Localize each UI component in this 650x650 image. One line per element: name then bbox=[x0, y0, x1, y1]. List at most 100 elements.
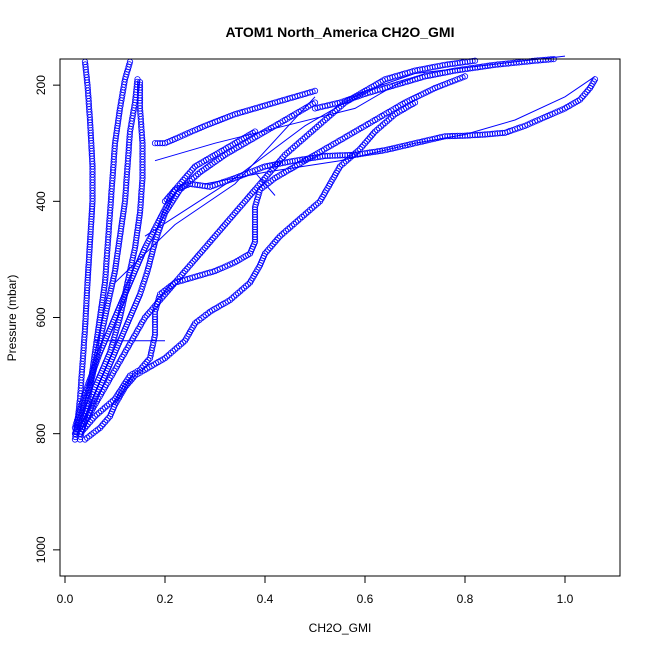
data-point bbox=[263, 173, 270, 180]
data-point bbox=[325, 113, 333, 120]
data-point bbox=[81, 424, 89, 431]
data-point bbox=[301, 134, 309, 141]
data-point bbox=[196, 250, 204, 257]
data-point bbox=[81, 436, 89, 443]
data-point bbox=[379, 121, 387, 128]
data-point bbox=[270, 240, 277, 247]
data-point bbox=[90, 415, 97, 422]
data-point bbox=[167, 349, 175, 356]
data-point bbox=[269, 176, 276, 183]
data-point bbox=[230, 211, 237, 218]
data-point bbox=[200, 246, 207, 253]
data-point bbox=[305, 130, 313, 137]
data-point bbox=[193, 254, 200, 261]
data-point bbox=[261, 250, 269, 257]
data-point bbox=[225, 217, 232, 224]
data-point bbox=[166, 192, 174, 199]
data-point bbox=[361, 140, 369, 147]
data-point bbox=[186, 262, 194, 269]
data-point bbox=[288, 222, 296, 229]
y-tick-label: 200 bbox=[34, 75, 48, 95]
data-point bbox=[289, 144, 297, 151]
data-point bbox=[265, 246, 272, 253]
x-tick-label: 1.0 bbox=[557, 592, 574, 606]
data-point bbox=[200, 313, 207, 320]
data-point bbox=[163, 353, 171, 360]
data-point bbox=[342, 158, 350, 165]
x-tick-label: 0.4 bbox=[257, 592, 274, 606]
data-point bbox=[581, 90, 589, 98]
data-point bbox=[365, 136, 372, 143]
data-point bbox=[358, 144, 365, 151]
data-point bbox=[175, 182, 182, 189]
plot-frame bbox=[59, 58, 621, 577]
data-point bbox=[313, 123, 321, 131]
data-point bbox=[165, 284, 172, 291]
data-point bbox=[256, 186, 264, 193]
data-point bbox=[298, 213, 306, 221]
data-point bbox=[363, 138, 370, 145]
data-point bbox=[321, 116, 329, 124]
data-point bbox=[250, 188, 257, 195]
data-point bbox=[133, 234, 140, 241]
data-point bbox=[100, 420, 107, 428]
data-point bbox=[136, 81, 144, 88]
x-tick-label: 0.0 bbox=[57, 592, 74, 606]
data-point bbox=[161, 355, 169, 362]
data-point bbox=[115, 243, 122, 250]
data-point bbox=[112, 262, 119, 270]
data-point bbox=[161, 287, 168, 294]
data-point bbox=[216, 227, 224, 234]
data-point bbox=[273, 236, 280, 244]
data-point bbox=[265, 171, 272, 178]
data-point bbox=[177, 341, 185, 348]
data-point bbox=[241, 198, 249, 205]
data-point bbox=[223, 219, 230, 226]
x-tick-label: 0.8 bbox=[457, 592, 474, 606]
data-point bbox=[226, 215, 234, 222]
data-point bbox=[340, 159, 348, 167]
data-point bbox=[215, 229, 222, 236]
data-point bbox=[309, 127, 317, 134]
data-point bbox=[296, 215, 304, 222]
data-point bbox=[218, 225, 225, 232]
data-point bbox=[126, 61, 133, 68]
data-point bbox=[101, 404, 109, 411]
data-point bbox=[323, 115, 331, 122]
data-point bbox=[205, 240, 212, 247]
data-point bbox=[203, 242, 210, 249]
data-point bbox=[246, 192, 254, 199]
data-point bbox=[98, 422, 105, 429]
data-point bbox=[88, 416, 95, 424]
data-point bbox=[103, 416, 110, 424]
series-connector-line bbox=[114, 96, 316, 283]
data-point bbox=[302, 210, 310, 217]
data-point bbox=[244, 281, 252, 288]
data-point bbox=[175, 342, 183, 350]
data-point bbox=[80, 426, 87, 433]
data-point bbox=[111, 140, 119, 147]
data-point bbox=[245, 194, 252, 201]
data-point bbox=[143, 358, 150, 366]
data-point bbox=[180, 269, 187, 277]
data-point bbox=[190, 258, 197, 265]
data-point bbox=[112, 137, 119, 144]
data-point bbox=[171, 346, 179, 353]
data-point bbox=[94, 329, 102, 336]
data-point bbox=[173, 184, 180, 191]
data-point bbox=[307, 129, 315, 136]
data-point bbox=[290, 220, 298, 228]
data-point bbox=[211, 233, 219, 240]
data-point bbox=[333, 106, 341, 113]
y-tick-label: 1000 bbox=[34, 536, 48, 563]
data-point bbox=[251, 128, 259, 135]
data-point bbox=[186, 169, 194, 176]
data-point bbox=[583, 88, 590, 96]
data-point bbox=[585, 86, 592, 94]
data-point bbox=[228, 213, 235, 220]
data-point bbox=[278, 231, 286, 238]
data-point bbox=[263, 248, 270, 255]
data-point bbox=[360, 142, 367, 149]
data-point bbox=[314, 200, 322, 207]
data-point bbox=[383, 118, 391, 125]
